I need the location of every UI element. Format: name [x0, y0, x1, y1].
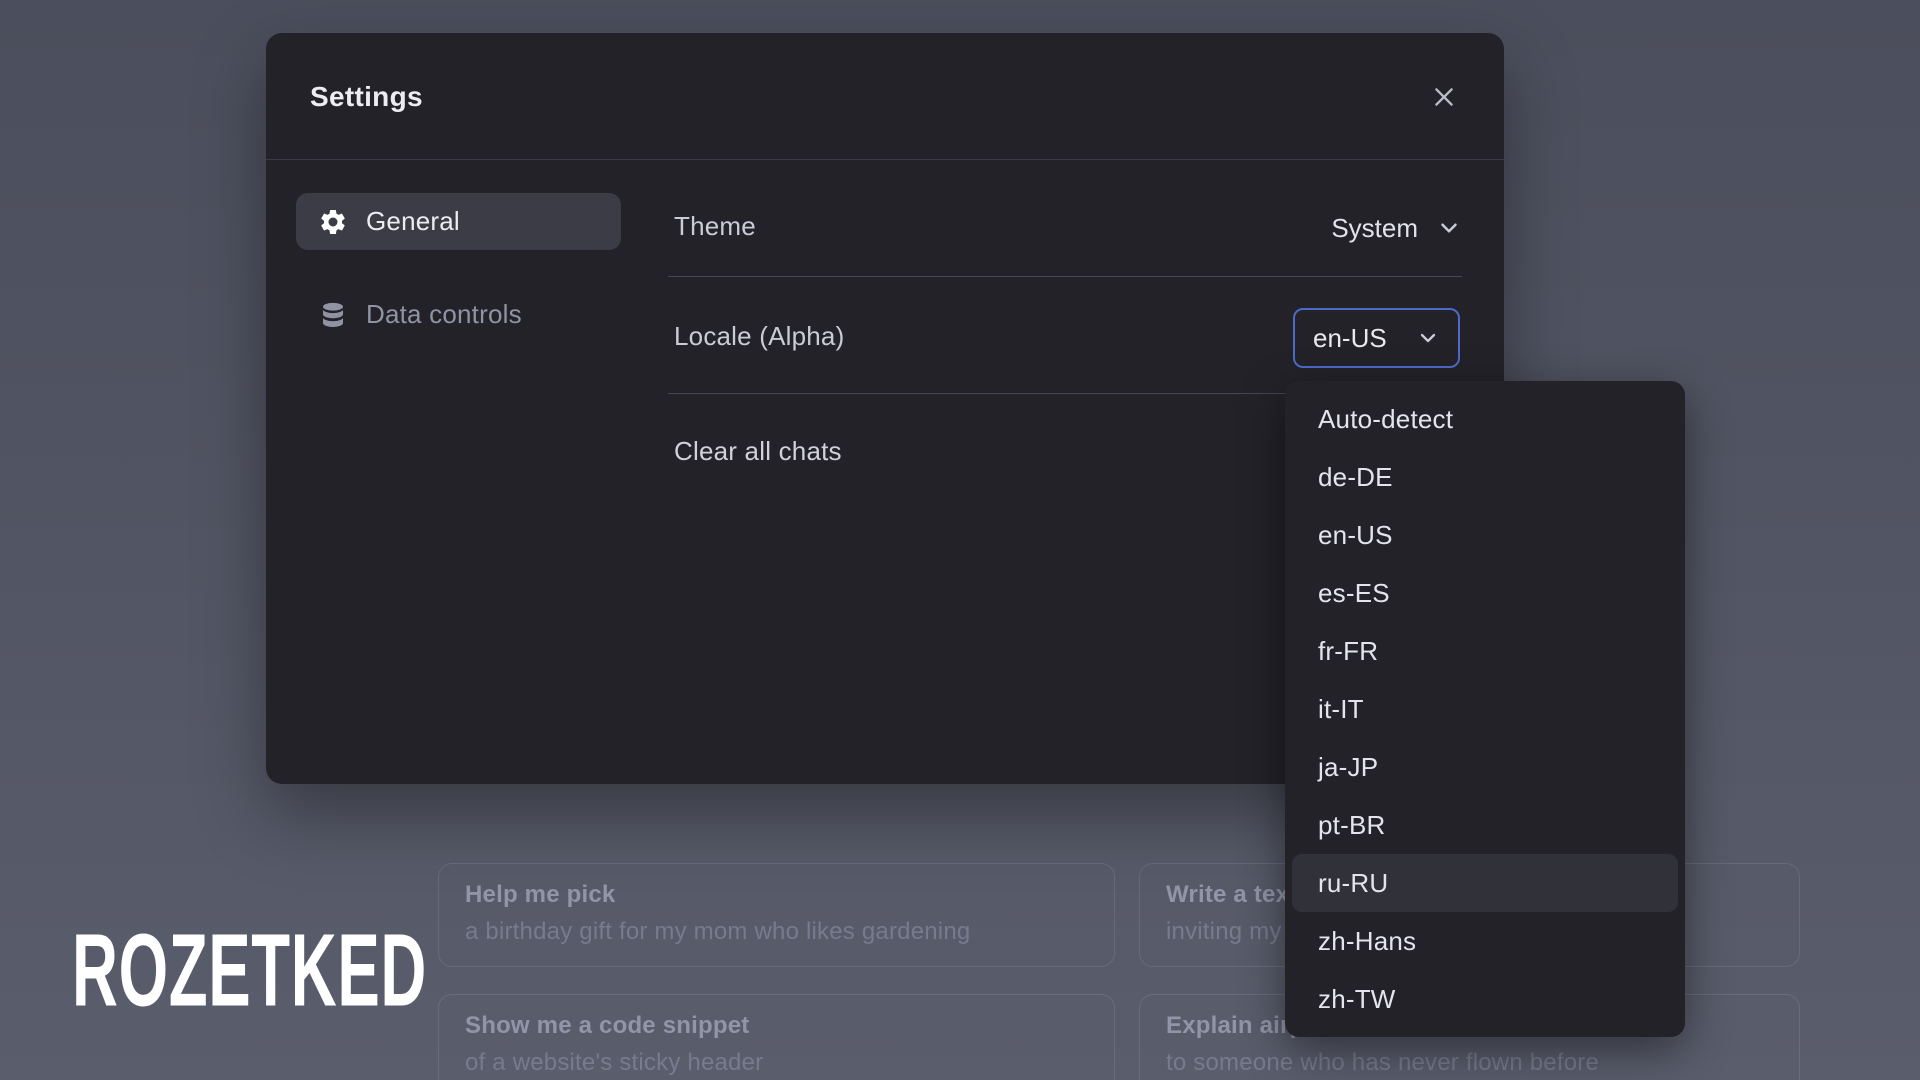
prompt-card-subtitle: inviting my: [1166, 918, 1282, 945]
locale-option-ru-ru[interactable]: ru-RU: [1292, 854, 1678, 912]
clear-all-chats-label: Clear all chats: [674, 436, 842, 466]
prompt-card-title: Show me a code snippet: [465, 1012, 750, 1039]
prompt-card-title: Help me pick: [465, 881, 616, 908]
locale-label: Locale (Alpha): [674, 321, 845, 351]
locale-option-it-it[interactable]: it-IT: [1318, 694, 1364, 724]
theme-label: Theme: [674, 211, 756, 241]
settings-title: Settings: [310, 81, 423, 112]
locale-option-zh-hans[interactable]: zh-Hans: [1318, 926, 1417, 956]
close-button[interactable]: [1428, 81, 1460, 113]
prompt-card-subtitle: a birthday gift for my mom who likes gar…: [465, 918, 971, 945]
close-icon: [1431, 84, 1457, 110]
database-icon: [318, 300, 348, 330]
sidebar-item-general[interactable]: General: [296, 193, 621, 250]
locale-option-de-de[interactable]: de-DE: [1318, 462, 1393, 492]
prompt-card-subtitle: to someone who has never flown before: [1166, 1049, 1599, 1076]
locale-option-es-es[interactable]: es-ES: [1318, 578, 1390, 608]
locale-option-ja-jp[interactable]: ja-JP: [1318, 752, 1379, 782]
gear-icon: [318, 207, 348, 237]
divider: [668, 393, 1462, 394]
sidebar-item-data-controls[interactable]: Data controls: [296, 286, 621, 343]
theme-select[interactable]: System: [1331, 211, 1462, 245]
sidebar-item-label: General: [366, 206, 460, 236]
rozetked-watermark: ROZETKED: [72, 913, 428, 1029]
chevron-down-icon: [1416, 326, 1440, 350]
chevron-down-icon: [1436, 215, 1462, 241]
prompt-card-code-snippet: Show me a code snippet of a website's st…: [438, 994, 1115, 1080]
prompt-card-explain-airplane: Explain airp to someone who has never fl…: [1139, 994, 1800, 1080]
locale-option-fr-fr[interactable]: fr-FR: [1318, 636, 1379, 666]
locale-select[interactable]: en-US: [1293, 308, 1460, 368]
sidebar-item-label: Data controls: [366, 299, 522, 329]
prompt-card-help-me-pick: Help me pick a birthday gift for my mom …: [438, 863, 1115, 967]
locale-dropdown-menu: Auto-detect de-DE en-US es-ES fr-FR it-I…: [1285, 381, 1685, 1037]
locale-option-en-us[interactable]: en-US: [1318, 520, 1393, 550]
locale-option-auto-detect[interactable]: Auto-detect: [1318, 404, 1454, 434]
prompt-card-title: Explain airp: [1166, 1012, 1305, 1039]
prompt-card-subtitle: of a website's sticky header: [465, 1049, 764, 1076]
divider: [668, 276, 1462, 277]
prompt-card-title: Write a text: [1166, 881, 1298, 908]
theme-select-value: System: [1331, 212, 1418, 243]
locale-option-pt-br[interactable]: pt-BR: [1318, 810, 1386, 840]
settings-modal-header: Settings: [266, 33, 1504, 160]
locale-select-value: en-US: [1313, 322, 1387, 353]
locale-option-zh-tw[interactable]: zh-TW: [1318, 984, 1396, 1014]
